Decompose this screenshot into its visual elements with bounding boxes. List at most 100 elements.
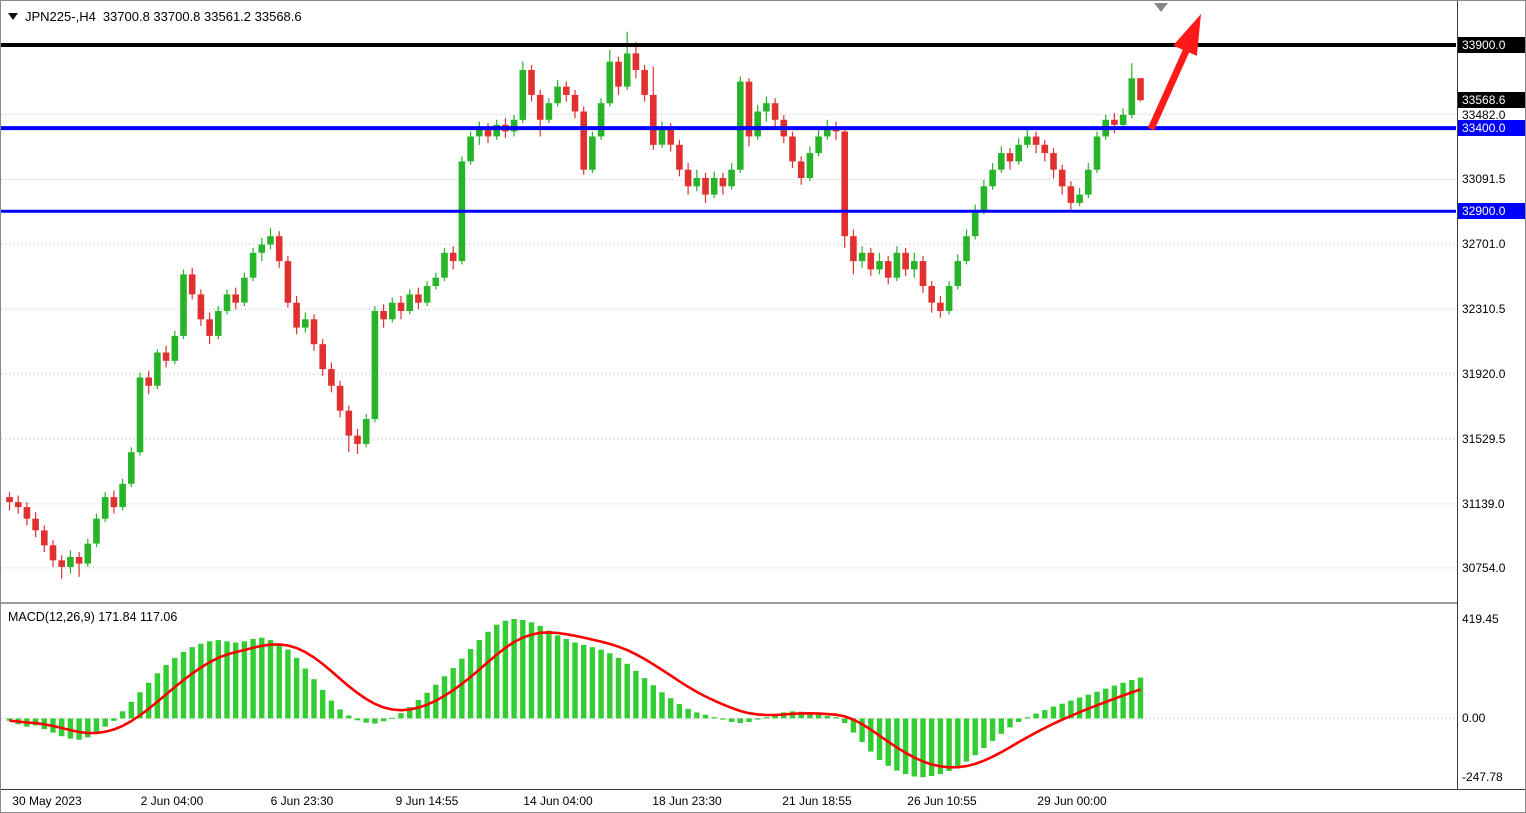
candle-body	[989, 169, 996, 187]
candlestick-chart[interactable]	[1, 1, 1457, 602]
candle-body	[493, 124, 500, 137]
candle-body	[423, 286, 431, 303]
candle-body	[371, 311, 379, 419]
candle-body	[101, 497, 109, 519]
candle-body	[676, 144, 683, 170]
macd-histogram-bar	[1076, 697, 1083, 719]
macd-histogram-bar	[241, 641, 248, 719]
macd-histogram-bar	[528, 622, 535, 719]
macd-histogram-bar	[815, 714, 822, 719]
candle-body	[754, 111, 761, 137]
time-axis-label: 18 Jun 23:30	[652, 794, 722, 808]
macd-histogram-bar	[694, 712, 700, 719]
macd-histogram-bar	[267, 640, 274, 719]
candle-body	[449, 252, 457, 262]
price-badge: 33400.0	[1458, 120, 1525, 136]
candle-body	[867, 252, 875, 270]
panel-separator[interactable]	[1, 602, 1525, 604]
candle-body	[824, 128, 831, 137]
candle-body	[1128, 78, 1136, 115]
time-axis-label: 14 Jun 04:00	[523, 794, 593, 808]
macd-histogram-bar	[702, 714, 709, 719]
macd-histogram-bar	[233, 642, 239, 719]
macd-histogram-bar	[328, 700, 335, 719]
candle-body	[510, 119, 518, 132]
candle-body	[476, 128, 483, 137]
trend-arrow[interactable]	[1147, 14, 1201, 131]
macd-histogram-bar	[955, 718, 961, 767]
macd-histogram-bar	[485, 631, 491, 719]
macd-histogram-bar	[154, 673, 161, 719]
macd-histogram-bar	[633, 670, 639, 719]
macd-histogram-bar	[598, 649, 604, 719]
candle-body	[797, 161, 805, 178]
candle-body	[971, 211, 979, 237]
candle-body	[1050, 153, 1057, 170]
macd-histogram-bar	[850, 718, 857, 733]
candle-body	[536, 94, 544, 120]
candle-body	[128, 452, 135, 484]
macd-histogram-bar	[302, 668, 308, 719]
candle-body	[710, 178, 718, 195]
candle-body	[606, 61, 614, 104]
candle-body	[110, 497, 118, 508]
macd-histogram-bar	[441, 676, 448, 719]
candle-body	[154, 352, 161, 386]
candle-body	[641, 70, 648, 95]
macd-histogram-bar	[93, 718, 100, 733]
time-axis-label: 21 Jun 18:55	[782, 794, 852, 808]
candle-body	[188, 274, 196, 295]
macd-histogram-bar	[572, 642, 578, 719]
candle-body	[223, 294, 231, 311]
macd-histogram-bar	[285, 649, 291, 719]
candle-body	[432, 277, 440, 286]
candle-body	[406, 294, 413, 311]
candle-body	[771, 103, 779, 120]
price-axis-label: 31920.0	[1462, 367, 1506, 381]
candle-body	[919, 261, 927, 286]
candle-body	[719, 178, 727, 187]
candle-body	[728, 169, 735, 187]
macd-histogram-bar	[276, 643, 282, 719]
chart-decorations	[1147, 3, 1201, 131]
candle-body	[789, 136, 796, 162]
macd-histogram-bar	[711, 717, 717, 719]
macd-histogram-bar	[989, 718, 996, 741]
macd-histogram-bar	[502, 620, 509, 719]
symbol-marker-icon	[8, 13, 18, 20]
time-axis-label: 2 Jun 04:00	[140, 794, 204, 808]
macd-histogram-bar	[6, 718, 13, 721]
macd-histogram-bar	[1120, 682, 1126, 719]
macd-histogram-bar	[337, 709, 343, 719]
time-axis[interactable]: 30 May 2023 2 Jun 04:00 6 Jun 23:30 9 Jun 1…	[1, 789, 1525, 812]
macd-histogram-bar	[859, 718, 865, 743]
macd-histogram-bar	[833, 717, 839, 719]
macd-histogram-bar	[380, 718, 387, 722]
price-badge: 33568.6	[1458, 92, 1525, 108]
macd-histogram-bar	[363, 718, 369, 723]
macd-histogram-bar	[320, 689, 326, 719]
macd-histogram-bar	[1068, 700, 1074, 719]
macd-axis-label: 419.45	[1462, 612, 1499, 626]
macd-histogram-bar	[146, 682, 152, 719]
price-axis-label: 31139.0	[1462, 497, 1505, 511]
candle-body	[232, 294, 239, 303]
candle-body	[980, 186, 988, 212]
price-axis[interactable]: 33900.0 33568.6 33482.0 33400.0 33091.5 32900…	[1457, 1, 1525, 789]
candle-body	[206, 319, 213, 336]
macd-indicator-chart[interactable]	[1, 604, 1457, 788]
candle-body	[1058, 169, 1066, 187]
candle-body	[119, 483, 126, 508]
candle-body	[858, 252, 866, 262]
time-axis-label: 30 May 2023	[12, 794, 82, 808]
candle-body	[75, 557, 83, 564]
macd-histogram-bar	[911, 718, 917, 777]
time-axis-label: 26 Jun 10:55	[907, 794, 977, 808]
candle-body	[293, 302, 300, 328]
candle-body	[328, 369, 335, 386]
candle-body	[1137, 78, 1144, 101]
candle-body	[415, 294, 422, 303]
chart-shift-marker-icon[interactable]	[1154, 3, 1168, 12]
macd-histogram-bar	[641, 678, 648, 719]
macd-histogram-bar	[824, 716, 830, 719]
